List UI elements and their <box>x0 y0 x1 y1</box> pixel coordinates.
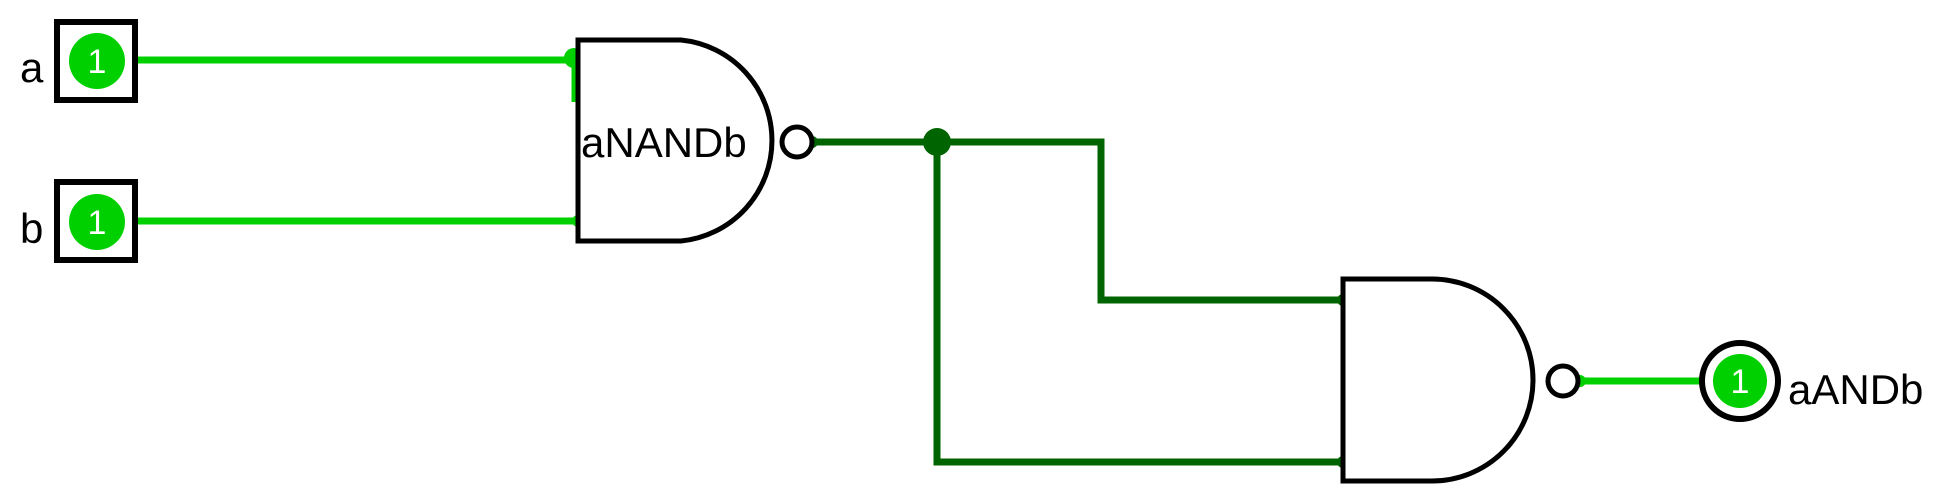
inversion-bubble <box>1545 363 1581 399</box>
output-label-aandb: aANDb <box>1788 366 1923 413</box>
pin-value-indicator <box>69 33 125 89</box>
input-pin-a[interactable]: 1 <box>54 19 138 103</box>
pin-value: 1 <box>1731 363 1750 401</box>
output-pin-aandb[interactable]: 1 <box>1699 340 1781 422</box>
inversion-bubble <box>779 124 815 160</box>
nand-gate-2[interactable] <box>1340 276 1581 484</box>
input-label-a: a <box>20 44 44 91</box>
wire-nand1-to-nand2-bottom[interactable] <box>933 142 1343 466</box>
nand-gate-body <box>575 37 775 244</box>
nand-gate-1[interactable] <box>575 37 815 244</box>
pin-value: 1 <box>88 43 107 81</box>
pin-value-indicator <box>69 194 125 250</box>
nand-gate-body <box>1340 276 1536 484</box>
input-label-b: b <box>20 205 43 252</box>
wire-nand1-output[interactable] <box>812 138 1343 304</box>
wires <box>132 56 1708 466</box>
gate-label-anandb: aNANDb <box>581 119 747 166</box>
input-pin-b[interactable]: 1 <box>54 179 138 263</box>
junction-dot-split <box>923 128 951 156</box>
pin-value-indicator <box>1713 354 1767 408</box>
pin-value: 1 <box>88 204 107 242</box>
